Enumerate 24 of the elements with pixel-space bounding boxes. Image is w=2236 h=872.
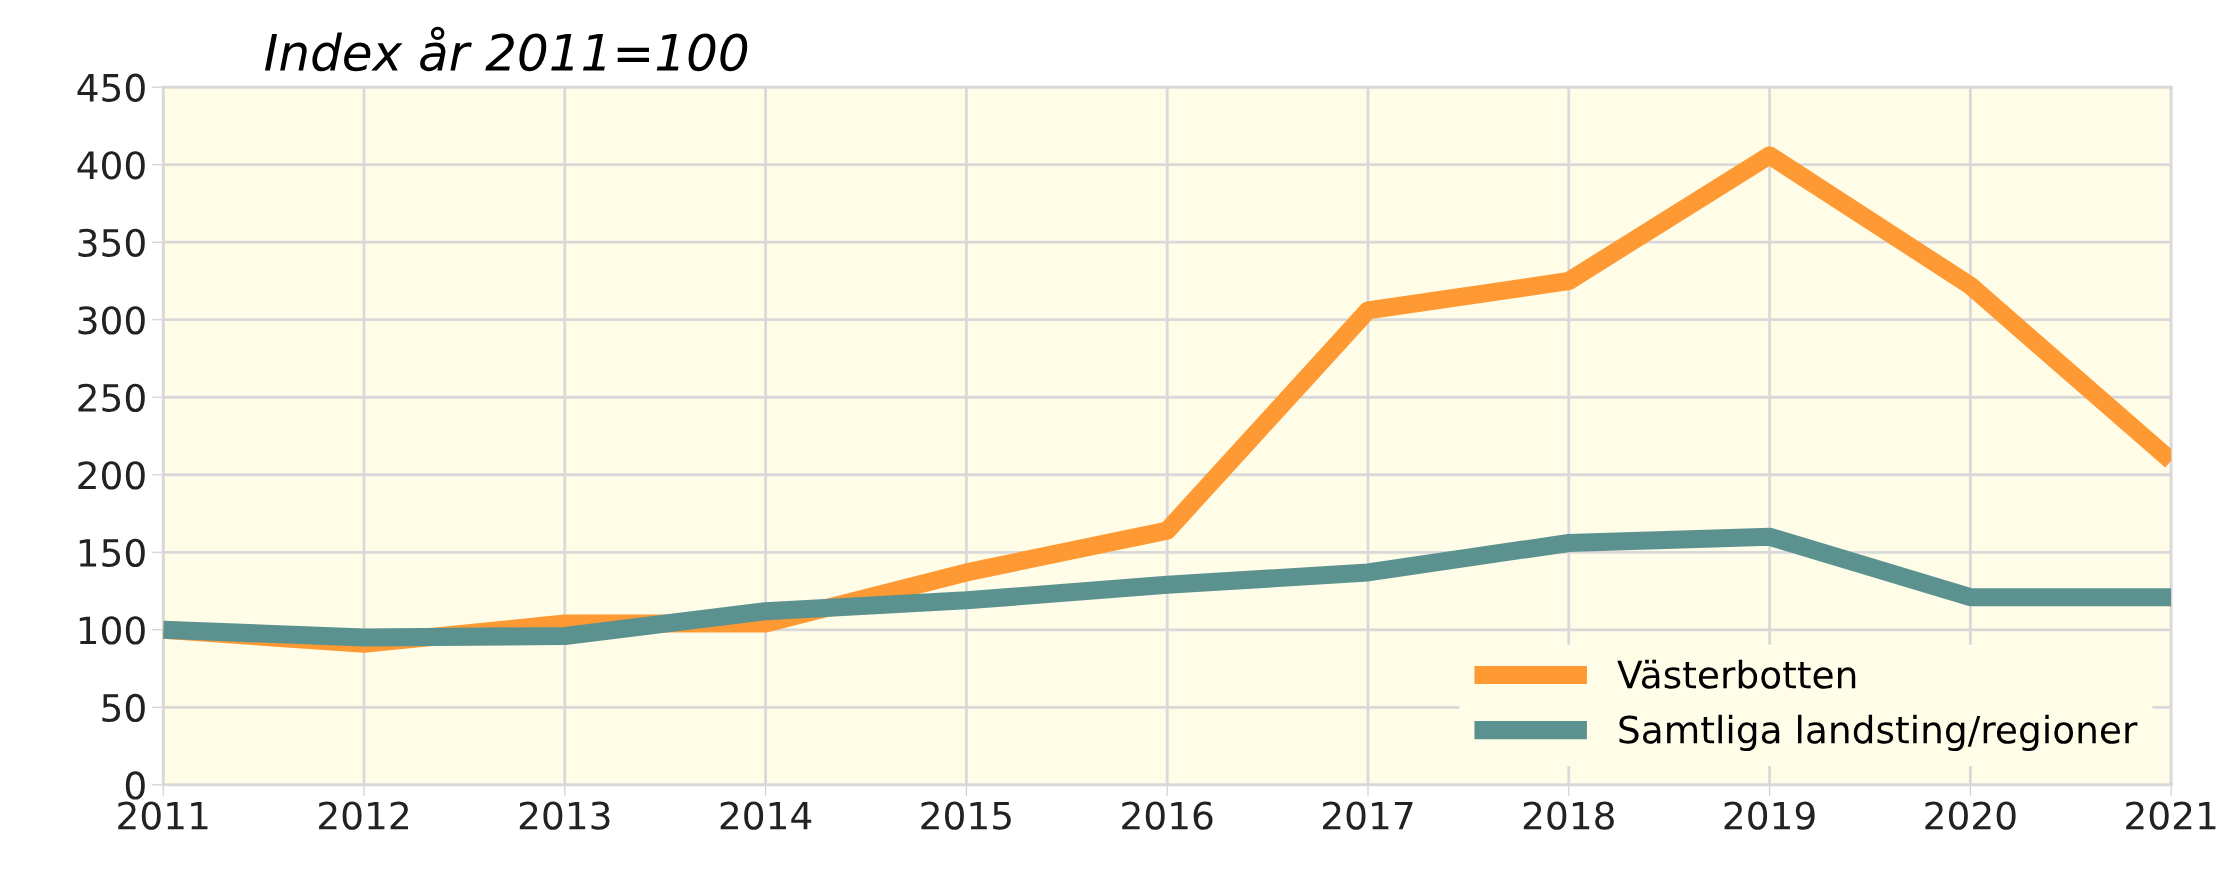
x-tick-label: 2016 bbox=[1122, 801, 1213, 830]
x-tick-label: 2011 bbox=[118, 801, 208, 830]
chart-title: Index år 2011=100 bbox=[264, 26, 748, 72]
x-tick-label: 2012 bbox=[319, 801, 408, 830]
x-tick-label: 2020 bbox=[1925, 801, 2016, 830]
legend-label: Samtliga landsting/regioner bbox=[1619, 714, 2138, 752]
x-tick-label: 2013 bbox=[519, 801, 610, 830]
y-tick-label: 100 bbox=[79, 616, 145, 645]
y-tick-label: 400 bbox=[77, 151, 145, 180]
x-tick-label: 2015 bbox=[921, 801, 1011, 830]
y-tick-label: 50 bbox=[102, 693, 145, 723]
y-tick-label: 150 bbox=[79, 538, 145, 568]
y-tick-label: 300 bbox=[78, 306, 145, 335]
legend-label: Västerbotten bbox=[1617, 659, 1856, 689]
x-tick-label: 2018 bbox=[1523, 801, 1614, 830]
y-tick-label: 0 bbox=[125, 771, 145, 800]
y-tick-label: 350 bbox=[78, 228, 145, 257]
x-tick-label: 2014 bbox=[720, 801, 812, 830]
x-tick-label: 2019 bbox=[1724, 801, 1815, 830]
y-tick-label: 250 bbox=[78, 383, 145, 413]
y-tick-label: 450 bbox=[77, 73, 145, 102]
x-tick-label: 2021 bbox=[2126, 801, 2216, 830]
x-tick-label: 2017 bbox=[1323, 801, 1413, 830]
y-tick-label: 200 bbox=[78, 461, 145, 490]
